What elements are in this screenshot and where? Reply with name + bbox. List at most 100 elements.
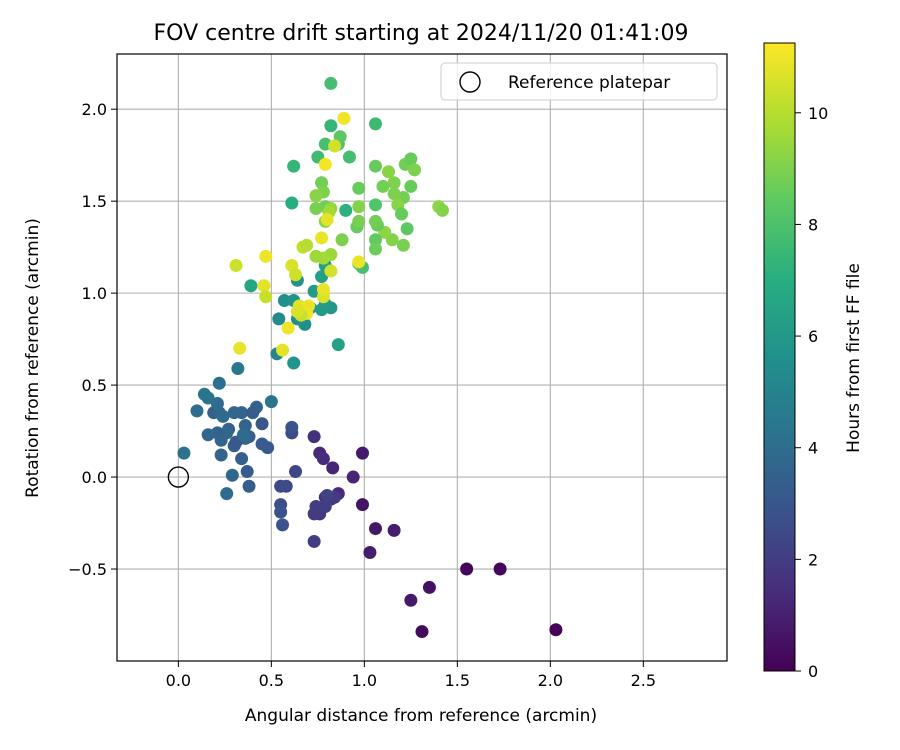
data-point xyxy=(369,214,383,228)
data-point xyxy=(352,214,366,228)
colorbar-tick-label: 2 xyxy=(808,550,818,569)
data-point xyxy=(387,523,401,537)
colorbar-tick-label: 0 xyxy=(808,662,818,681)
x-tick-label: 1.0 xyxy=(352,671,377,690)
data-point xyxy=(331,338,345,352)
data-point xyxy=(276,343,290,357)
data-point xyxy=(404,152,418,166)
colorbar: 0 2 4 6 8 10 Hours from first FF file xyxy=(763,42,864,681)
plot-frame xyxy=(116,53,728,662)
data-point xyxy=(216,409,230,423)
x-tick-label: 1.5 xyxy=(445,671,470,690)
data-point xyxy=(231,362,245,376)
data-point xyxy=(212,376,226,390)
data-point xyxy=(363,545,377,559)
data-point xyxy=(415,625,429,639)
data-point xyxy=(369,233,383,247)
data-point xyxy=(285,196,299,210)
y-axis-label: Rotation from reference (arcmin) xyxy=(23,218,43,498)
data-point xyxy=(285,420,299,434)
data-point xyxy=(242,479,256,493)
data-point xyxy=(396,238,410,252)
y-tick-label: 2.0 xyxy=(82,100,107,119)
data-point xyxy=(400,222,414,236)
data-point xyxy=(408,163,422,177)
colorbar-label: Hours from first FF file xyxy=(844,263,864,453)
data-point xyxy=(255,437,269,451)
data-point xyxy=(324,264,338,278)
data-point xyxy=(326,461,340,475)
data-point xyxy=(315,231,329,245)
data-point xyxy=(369,198,383,212)
y-tick-label: 1.0 xyxy=(82,284,107,303)
data-point xyxy=(320,488,334,502)
x-tick-label: 2.5 xyxy=(631,671,656,690)
data-point xyxy=(339,203,353,217)
data-point xyxy=(404,593,418,607)
data-point xyxy=(309,202,323,216)
data-point xyxy=(287,159,301,173)
x-axis-label: Angular distance from reference (arcmin) xyxy=(245,706,597,726)
data-point xyxy=(346,470,360,484)
data-point xyxy=(328,139,342,153)
grid-lines xyxy=(117,54,727,661)
data-point xyxy=(244,279,258,293)
data-point xyxy=(352,200,366,214)
data-point xyxy=(316,452,330,466)
data-point xyxy=(236,428,250,442)
data-point xyxy=(309,499,323,513)
data-point xyxy=(274,505,288,519)
y-tick-label: 0.0 xyxy=(82,468,107,487)
data-point xyxy=(233,341,247,355)
data-point xyxy=(300,238,314,252)
data-point xyxy=(404,179,418,193)
data-point xyxy=(259,290,273,304)
chart-title: FOV centre drift starting at 2024/11/20 … xyxy=(154,21,689,46)
data-point xyxy=(272,312,286,326)
data-point xyxy=(289,268,303,282)
reference-marker xyxy=(167,466,190,488)
data-point xyxy=(320,213,334,227)
data-point xyxy=(337,111,351,125)
data-point xyxy=(324,119,338,133)
data-point xyxy=(435,203,449,217)
y-tick-label: −0.5 xyxy=(68,560,107,579)
data-point xyxy=(220,487,234,501)
data-point xyxy=(387,176,401,190)
data-point xyxy=(307,534,321,548)
y-axis-ticks: −0.5 0.0 0.5 1.0 1.5 2.0 xyxy=(68,100,117,579)
data-point xyxy=(190,404,204,418)
x-tick-label: 0.0 xyxy=(166,671,191,690)
data-point xyxy=(214,448,228,462)
data-point xyxy=(276,518,290,532)
data-point xyxy=(309,249,323,263)
data-point xyxy=(369,117,383,131)
data-point xyxy=(240,465,254,479)
data-point xyxy=(235,452,249,466)
data-point xyxy=(335,233,349,247)
x-axis-ticks: 0.0 0.5 1.0 1.5 2.0 2.5 xyxy=(166,661,656,690)
y-tick-label: 0.5 xyxy=(82,376,107,395)
data-point xyxy=(289,465,303,479)
data-point xyxy=(316,282,330,296)
y-tick-label: 1.5 xyxy=(82,192,107,211)
data-point xyxy=(309,189,323,203)
data-point xyxy=(342,150,356,164)
data-point xyxy=(287,356,301,370)
data-point xyxy=(369,242,383,256)
data-point xyxy=(493,562,507,576)
data-point xyxy=(352,181,366,195)
data-point xyxy=(318,499,332,513)
data-point xyxy=(355,498,369,512)
data-point xyxy=(246,406,260,420)
data-point xyxy=(197,387,211,401)
legend-open-circle-icon xyxy=(459,71,481,93)
colorbar-tick-label: 8 xyxy=(808,215,818,234)
legend-box xyxy=(440,62,718,101)
data-points xyxy=(177,76,563,639)
data-point xyxy=(387,187,401,201)
colorbar-tick-label: 10 xyxy=(808,104,828,123)
data-point xyxy=(369,522,383,536)
data-point xyxy=(318,157,332,171)
